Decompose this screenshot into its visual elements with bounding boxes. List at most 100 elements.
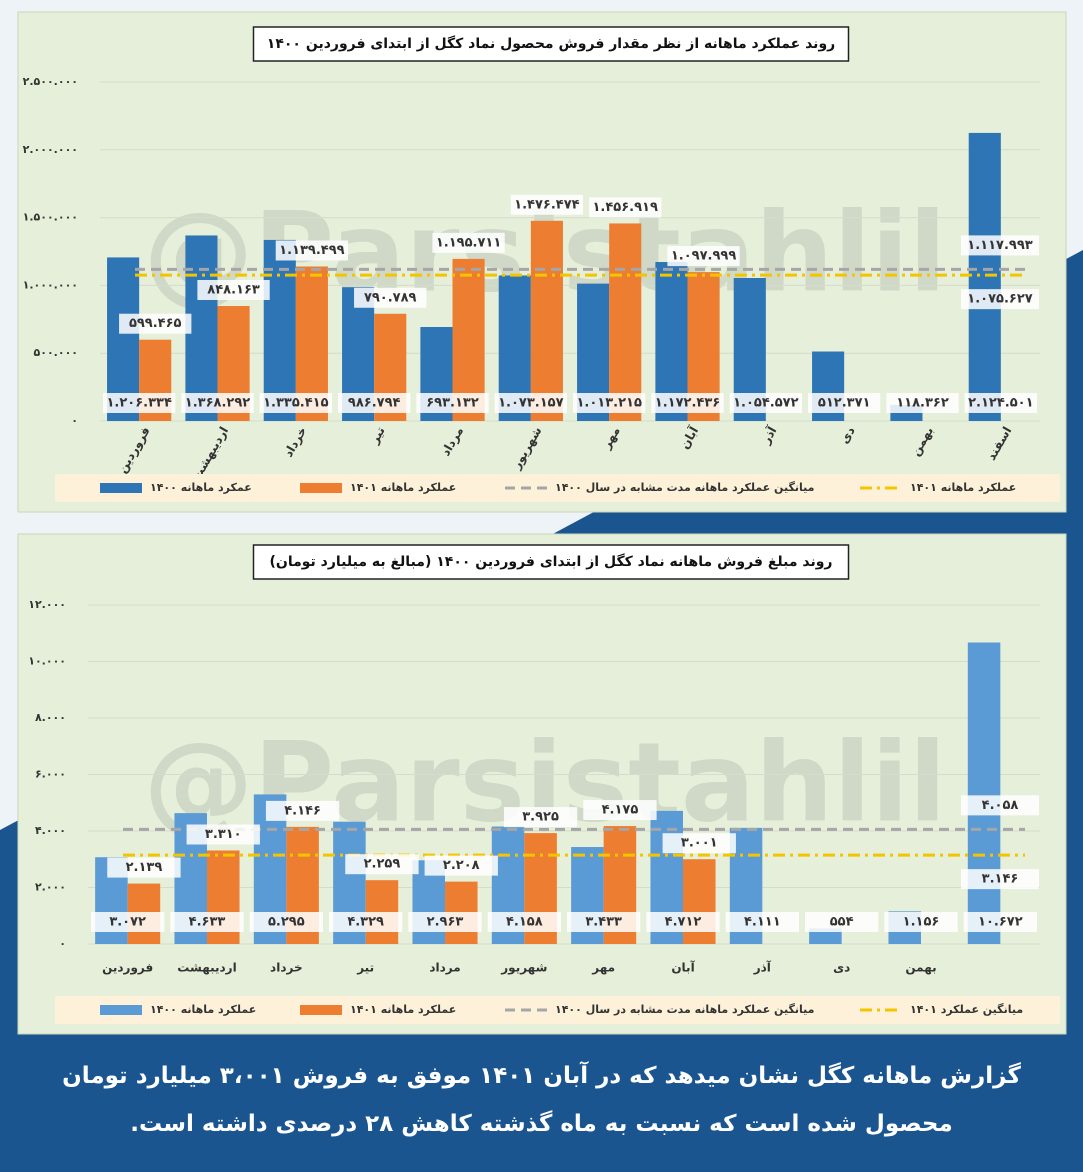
label-box — [886, 393, 959, 413]
y-tick-label: ۱۰.۰۰۰ — [28, 655, 66, 668]
label-box — [119, 313, 192, 334]
y-tick-label: ۰ — [59, 937, 66, 950]
label-box — [964, 393, 1037, 413]
label-box — [329, 912, 403, 932]
chart-title: روند عملکرد ماهانه از نظر مقدار فروش محص… — [267, 35, 835, 52]
x-tick-label: شهریور — [500, 961, 547, 976]
y-tick-label: ۲.۰۰۰ — [35, 881, 66, 894]
label-box — [884, 912, 958, 932]
data-label: ۱.۱۱۷.۹۹۳ — [967, 238, 1032, 253]
bar — [530, 220, 563, 421]
label-box — [961, 235, 1039, 256]
y-tick-label: ۰ — [71, 414, 78, 427]
label-box — [510, 194, 584, 215]
x-tick-label: اردیبهشت — [177, 961, 236, 975]
data-label: ۱.۰۷۳.۱۵۷ — [498, 396, 563, 411]
y-tick-label: ۱۲.۰۰۰ — [28, 598, 66, 611]
label-box — [662, 833, 736, 854]
label-box — [408, 912, 482, 932]
data-label: ۳.۰۷۲ — [109, 915, 146, 930]
data-label: ۱.۰۹۷.۹۹۹ — [671, 249, 736, 264]
y-tick-label: ۱.۵۰۰.۰۰۰ — [23, 211, 78, 224]
data-label: ۱.۱۷۲.۴۳۶ — [655, 396, 720, 411]
data-label: ۲.۲۰۸ — [443, 858, 480, 873]
label-box — [729, 393, 802, 413]
data-label: ۵.۲۹۵ — [268, 915, 305, 930]
label-box — [432, 232, 505, 253]
bar — [967, 642, 1001, 944]
data-label: ۴.۱۴۶ — [284, 803, 321, 818]
label-box — [961, 795, 1039, 816]
legend-label: عملکرد ماهانه ۱۴۰۱ — [350, 481, 456, 494]
label-box — [103, 393, 176, 413]
label-box — [646, 912, 720, 932]
y-tick-label: ۱.۰۰۰.۰۰۰ — [23, 278, 78, 291]
legend-label: عملکرد ماهانه ۱۴۰۱ — [910, 481, 1016, 494]
label-box — [91, 912, 165, 932]
data-label: ۱.۴۵۶.۹۱۹ — [593, 200, 658, 215]
label-box — [583, 800, 657, 821]
data-label: ۶۹۳.۱۳۲ — [426, 396, 479, 411]
bar — [609, 223, 642, 421]
data-label: ۱.۳۶۸.۲۹۲ — [185, 396, 250, 411]
data-label: ۱.۱۳۹.۴۹۹ — [279, 243, 344, 258]
data-label: ۴.۱۱۱ — [744, 915, 781, 930]
x-tick-label: تیر — [356, 961, 374, 975]
label-box — [961, 869, 1039, 890]
data-label: ۲.۱۳۹ — [126, 860, 163, 875]
label-box — [338, 393, 411, 413]
label-box — [249, 912, 323, 932]
bar — [968, 132, 1001, 421]
title-box — [252, 26, 850, 62]
charts: @Parsistahlil۰۵۰۰.۰۰۰۱.۰۰۰.۰۰۰۱.۵۰۰.۰۰۰۲… — [0, 0, 1083, 1035]
label-box — [808, 393, 881, 413]
label-box — [170, 912, 244, 932]
footer-text: گزارش ماهانه کگل نشان میدهد که در آبان ۱… — [62, 1063, 1021, 1137]
data-label: ۲.۹۶۳ — [427, 915, 464, 930]
chart-title: روند مبلغ فروش ماهانه نماد کگل از ابتدای… — [270, 553, 833, 570]
label-box — [725, 912, 799, 932]
label-box — [651, 393, 724, 413]
label-box — [963, 912, 1037, 932]
data-label: ۳.۹۲۵ — [522, 810, 559, 825]
label-box — [487, 912, 561, 932]
x-tick-label: دی — [833, 961, 850, 975]
label-box — [805, 912, 879, 932]
legend-label: عملکرد ماهانه ۱۴۰۱ — [350, 1003, 456, 1016]
data-label: ۵۹۹.۴۶۵ — [129, 316, 182, 331]
data-label: ۸۴۸.۱۶۳ — [207, 282, 260, 297]
x-tick-label: آذر — [753, 960, 772, 975]
data-label: ۴.۱۵۸ — [506, 915, 543, 930]
y-tick-label: ۲.۵۰۰.۰۰۰ — [23, 75, 78, 88]
data-label: ۱۱۸.۳۶۲ — [896, 396, 949, 411]
legend-swatch — [300, 1005, 342, 1015]
y-tick-label: ۵۰۰.۰۰۰ — [34, 346, 78, 359]
data-label: ۵۱۲.۳۷۱ — [818, 396, 871, 411]
y-tick-label: ۴.۰۰۰ — [35, 824, 66, 837]
data-label: ۱.۴۷۶.۴۷۴ — [514, 197, 579, 212]
bar — [809, 928, 842, 944]
label-box — [503, 807, 578, 828]
data-label: ۱.۱۹۵.۷۱۱ — [436, 235, 501, 250]
label-box — [275, 240, 349, 261]
data-label: ۲.۱۲۴.۵۰۱ — [968, 396, 1033, 411]
data-label: ۳.۱۴۶ — [982, 872, 1019, 887]
data-label: ۱.۰۵۴.۵۷۲ — [733, 396, 798, 411]
label-box — [961, 289, 1039, 310]
x-tick-label: آبان — [671, 960, 695, 975]
label-box — [259, 393, 332, 413]
label-box — [667, 246, 740, 267]
y-tick-label: ۸.۰۰۰ — [35, 711, 66, 724]
data-label: ۳.۰۰۱ — [681, 836, 718, 851]
data-label: ۴.۶۳۳ — [189, 915, 226, 930]
data-label: ۱.۰۷۵.۶۲۷ — [967, 292, 1032, 307]
legend-swatch — [100, 1005, 142, 1015]
data-label: ۷۹۰.۷۸۹ — [364, 290, 417, 305]
label-box — [354, 287, 427, 308]
data-label: ۴.۱۷۵ — [602, 803, 639, 818]
legend-label: میانگین عملکرد ۱۴۰۱ — [910, 1003, 1023, 1016]
label-box — [197, 279, 270, 300]
legend-swatch — [300, 483, 342, 493]
x-tick-label: مرداد — [429, 961, 460, 975]
